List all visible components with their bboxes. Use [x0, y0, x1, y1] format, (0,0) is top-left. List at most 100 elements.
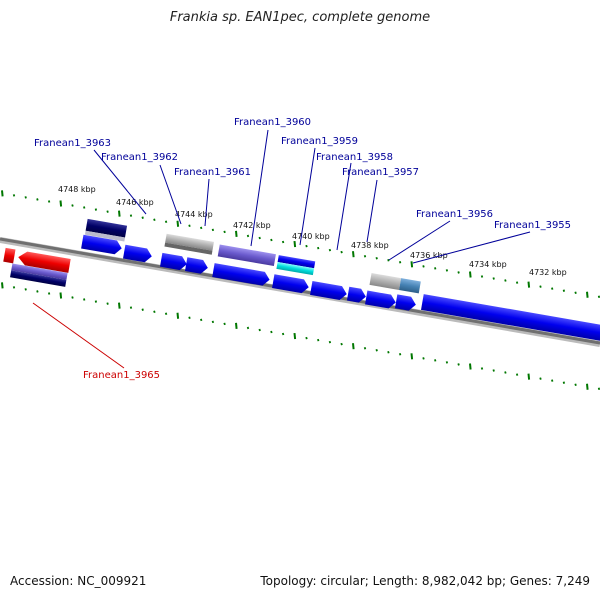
scale-minor-tick — [164, 220, 168, 223]
scale-minor-tick — [36, 198, 39, 201]
leader-lines — [32, 129, 531, 369]
scale-minor-tick — [246, 234, 250, 238]
scale-minor-tick — [47, 200, 51, 203]
scale-minor-tick — [574, 383, 577, 386]
gene-label-3958[interactable]: Franean1_3958 — [316, 152, 393, 163]
gene-3965[interactable] — [10, 263, 68, 287]
gene-label-3961[interactable]: Franean1_3961 — [174, 167, 251, 178]
gene-arrow[interactable] — [212, 263, 271, 286]
gene-3955-bar[interactable] — [421, 294, 600, 344]
gene-3959[interactable] — [276, 255, 316, 276]
scale-minor-tick — [363, 346, 367, 350]
scale-minor-tick — [258, 328, 261, 332]
scale-minor-tick — [434, 359, 437, 362]
scale-major-tick — [59, 292, 63, 299]
scale-major-tick — [469, 271, 472, 278]
scale-minor-tick — [153, 310, 156, 313]
scale-minor-tick — [492, 277, 495, 280]
scale-major-tick — [118, 302, 121, 309]
gene-label-3962[interactable]: Franean1_3962 — [101, 152, 178, 163]
scale-major-tick — [235, 322, 238, 330]
gene-3962[interactable] — [164, 233, 214, 255]
scale-minor-tick — [422, 357, 425, 360]
scale-minor-tick — [457, 271, 460, 274]
gene-label-3955[interactable]: Franean1_3955 — [494, 220, 571, 231]
scale-major-tick — [176, 312, 180, 319]
scale-major-tick — [118, 210, 121, 217]
gene-label-3956[interactable]: Franean1_3956 — [416, 209, 493, 220]
scale-minor-tick — [398, 353, 402, 356]
scale-minor-tick — [422, 265, 425, 268]
scale-minor-tick — [597, 295, 600, 299]
scale-minor-tick — [340, 342, 343, 346]
gene-arrow[interactable] — [184, 257, 209, 275]
scale-major-tick — [352, 343, 355, 350]
gene-3960[interactable] — [217, 244, 276, 267]
scale-minor-tick — [504, 279, 507, 282]
scale-minor-tick — [305, 244, 308, 248]
scale-minor-tick — [200, 318, 203, 322]
gene-arrow[interactable] — [365, 290, 397, 310]
scale-minor-tick — [71, 296, 74, 299]
scale-label: 4744 kbp — [175, 210, 213, 219]
scale-minor-tick — [83, 298, 86, 301]
scale-minor-tick — [363, 254, 367, 258]
gene-arrow[interactable] — [159, 252, 188, 271]
scale-major-tick — [59, 200, 63, 207]
gene-label-3963[interactable]: Franean1_3963 — [34, 138, 111, 149]
scale-minor-tick — [83, 206, 86, 209]
scale-minor-tick — [562, 289, 566, 292]
scale-minor-tick — [24, 288, 27, 291]
scale-minor-tick — [562, 381, 566, 384]
scale-minor-tick — [106, 302, 109, 305]
scale-major-tick — [176, 220, 180, 227]
scale-label: 4738 kbp — [351, 241, 389, 250]
scale-minor-tick — [387, 351, 390, 354]
scale-minor-tick — [270, 330, 273, 334]
gene-label-3960[interactable]: Franean1_3960 — [234, 117, 311, 128]
scale-minor-tick — [445, 361, 449, 364]
gene-arrow[interactable] — [346, 286, 367, 304]
scale-label: 4734 kbp — [469, 260, 507, 269]
scale-minor-tick — [47, 292, 51, 295]
scale-ticks-outer — [1, 190, 600, 299]
scale-minor-tick — [281, 332, 285, 336]
scale-major-tick — [469, 363, 472, 370]
scale-minor-tick — [375, 256, 378, 260]
scale-minor-tick — [24, 196, 27, 199]
scale-minor-tick — [12, 286, 16, 289]
scale-major-tick — [1, 282, 4, 289]
scale-minor-tick — [223, 230, 226, 234]
gene-arrow[interactable] — [123, 244, 153, 264]
gene-label-3959[interactable]: Franean1_3959 — [281, 136, 358, 147]
scale-label: 4742 kbp — [233, 221, 271, 230]
scale-minor-tick — [141, 216, 144, 219]
gene-arrow[interactable] — [81, 234, 123, 256]
scale-minor-tick — [223, 322, 226, 326]
gene-red-arrow[interactable] — [3, 247, 71, 273]
scale-minor-tick — [141, 308, 144, 311]
scale-minor-tick — [94, 208, 98, 211]
gene-arrow[interactable] — [310, 281, 348, 301]
scale-minor-tick — [445, 269, 449, 272]
scale-minor-tick — [71, 204, 74, 207]
scale-major-tick — [586, 383, 589, 390]
gene-label-3965[interactable]: Franean1_3965 — [83, 370, 160, 381]
gene-arrow[interactable] — [272, 274, 310, 294]
gene-3956[interactable] — [369, 273, 421, 294]
scale-major-tick — [410, 353, 414, 360]
scale-labels: 4748 kbp 4746 kbp 4744 kbp 4742 kbp 4740… — [58, 185, 567, 277]
scale-major-tick — [586, 291, 589, 298]
scale-major-tick — [293, 240, 297, 248]
scale-minor-tick — [480, 367, 484, 370]
scale-major-tick — [410, 261, 414, 268]
scale-minor-tick — [36, 290, 39, 293]
gene-3963[interactable] — [84, 218, 128, 242]
gene-arrow[interactable] — [394, 294, 417, 311]
scale-minor-tick — [153, 218, 156, 221]
scale-minor-tick — [188, 224, 191, 228]
gene-label-3957[interactable]: Franean1_3957 — [342, 167, 419, 178]
genome-summary-text: Topology: circular; Length: 8,982,042 bp… — [260, 574, 590, 588]
map-title: Frankia sp. EAN1pec, complete genome — [169, 10, 431, 25]
